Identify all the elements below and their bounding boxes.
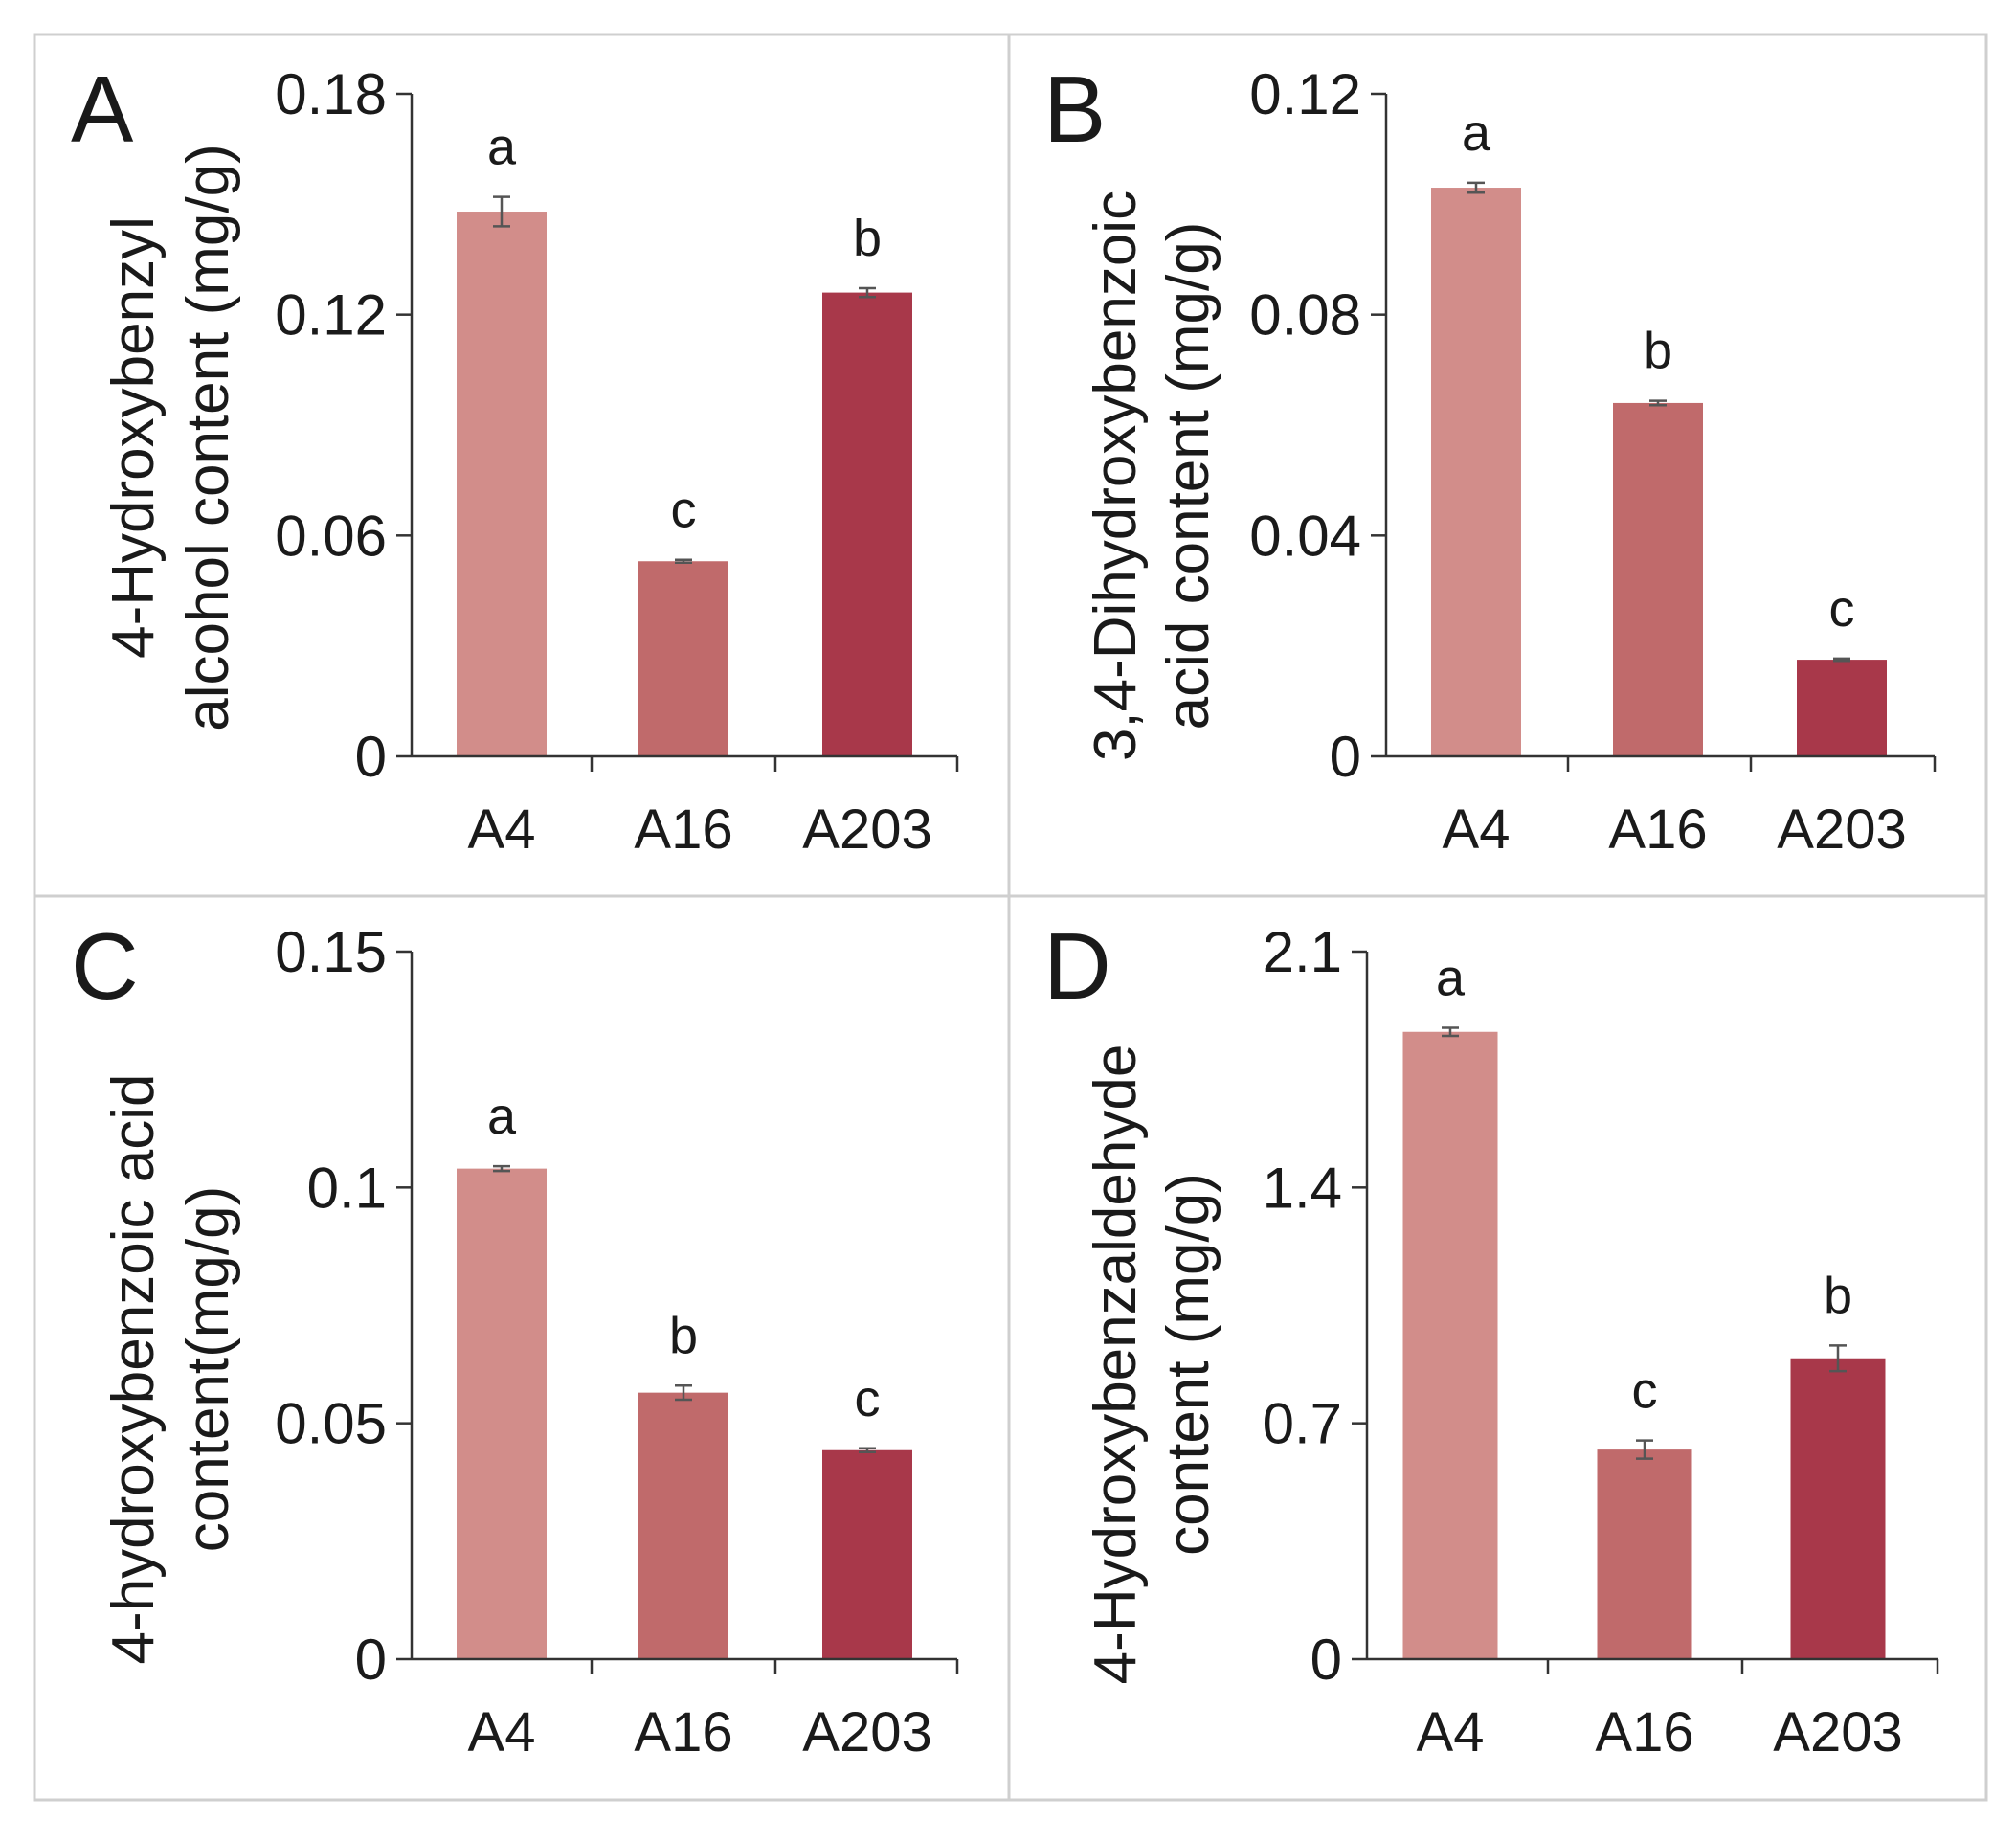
y-tick-label-b-0: 0 — [1330, 725, 1361, 789]
panel-letter-d: D — [1043, 913, 1111, 1019]
panels: A 4-Hydroxybenzyl alcohol content (mg/g) a A… — [71, 56, 1939, 1763]
significance-letter-c-a203: c — [855, 1370, 881, 1427]
error-bar-d-a203 — [1829, 1344, 1847, 1373]
y-tick-label-b-3: 0.12 — [1249, 62, 1361, 126]
significance-letter-d-a16: c — [1632, 1362, 1658, 1420]
significance-letter-b-a16: b — [1644, 323, 1672, 380]
panel-d: D 4-Hydroxybenzaldehyde content (mg/g) a A4 c… — [1043, 913, 1939, 1763]
error-bar-b-a16 — [1649, 399, 1667, 407]
y-tick-label-b-1: 0.04 — [1249, 504, 1361, 568]
error-bar-d-a16 — [1636, 1439, 1653, 1460]
y-tick-label-a-0: 0 — [355, 725, 387, 789]
y-tick-label-d-3: 2.1 — [1263, 920, 1342, 984]
error-bar-a-a203 — [859, 286, 876, 299]
panel-c: C 4-hydroxybenzoic acid content(mg/g) a A4 b A… — [71, 913, 959, 1763]
bar-b-a16 — [1613, 402, 1703, 756]
bar-d-a203 — [1790, 1358, 1886, 1659]
y-tick-label-c-3: 0.15 — [275, 920, 387, 984]
panel-letter-a: A — [71, 56, 134, 162]
error-bar-a-a4 — [493, 195, 510, 228]
y-tick-label-d-0: 0 — [1310, 1628, 1342, 1692]
significance-letter-b-a4: a — [1462, 104, 1491, 162]
y-axis-label-c-line2: content(mg/g) — [175, 1186, 241, 1553]
bar-c-a4 — [457, 1168, 547, 1659]
y-axis-label-a-line1: 4-Hydroxybenzyl — [101, 216, 167, 659]
significance-letter-a-a16: c — [671, 482, 697, 539]
y-axis-label-d-line1: 4-Hydroxybenzaldehyde — [1083, 1045, 1149, 1685]
x-tick-label-d-a203: A203 — [1773, 1701, 1902, 1763]
x-tick-label-b-a16: A16 — [1608, 798, 1707, 861]
y-tick-label-a-2: 0.12 — [275, 283, 387, 348]
y-tick-label-c-0: 0 — [355, 1628, 387, 1692]
error-bar-c-a16 — [675, 1384, 692, 1402]
x-tick-label-a-a16: A16 — [634, 798, 732, 861]
panel-letter-b: B — [1043, 56, 1106, 162]
y-tick-label-a-1: 0.06 — [275, 504, 387, 568]
y-tick-label-c-2: 0.1 — [307, 1156, 387, 1220]
x-tick-label-d-a16: A16 — [1595, 1701, 1693, 1763]
error-bar-d-a4 — [1442, 1026, 1459, 1038]
significance-letter-c-a4: a — [487, 1088, 517, 1145]
y-tick-label-c-1: 0.05 — [275, 1392, 387, 1456]
bar-d-a4 — [1402, 1031, 1498, 1659]
bar-a-a16 — [638, 561, 728, 756]
x-tick-label-a-a203: A203 — [802, 798, 931, 861]
y-tick-label-d-2: 1.4 — [1263, 1156, 1342, 1220]
significance-letter-a-a203: b — [853, 210, 882, 267]
error-bar-a-a16 — [675, 558, 692, 565]
bar-d-a16 — [1597, 1449, 1692, 1659]
x-tick-label-c-a203: A203 — [802, 1701, 931, 1763]
x-tick-label-c-a4: A4 — [468, 1701, 536, 1763]
bar-c-a203 — [822, 1449, 912, 1659]
significance-letter-c-a16: b — [669, 1307, 698, 1364]
y-tick-label-a-3: 0.18 — [275, 62, 387, 126]
y-tick-label-b-2: 0.08 — [1249, 283, 1361, 348]
bar-b-a4 — [1431, 188, 1521, 757]
bar-a-a203 — [822, 292, 912, 756]
bar-a-a4 — [457, 212, 547, 756]
panel-a: A 4-Hydroxybenzyl alcohol content (mg/g) a A… — [71, 56, 959, 861]
x-tick-label-c-a16: A16 — [634, 1701, 732, 1763]
error-bar-c-a203 — [859, 1447, 876, 1453]
bar-b-a203 — [1797, 660, 1887, 756]
x-tick-label-a-a4: A4 — [468, 798, 536, 861]
significance-letter-a-a4: a — [487, 119, 517, 176]
y-tick-label-d-1: 0.7 — [1263, 1392, 1342, 1456]
error-bar-c-a4 — [493, 1164, 510, 1173]
significance-letter-d-a4: a — [1436, 950, 1466, 1007]
x-tick-label-b-a203: A203 — [1777, 798, 1906, 861]
error-bar-b-a4 — [1467, 181, 1485, 194]
significance-letter-d-a203: b — [1824, 1267, 1852, 1324]
y-axis-label-b-line2: acid content (mg/g) — [1155, 222, 1221, 730]
y-axis-label-a-line2: alcohol content (mg/g) — [175, 144, 241, 730]
y-axis-label-c-line1: 4-hydroxybenzoic acid — [101, 1074, 167, 1665]
panel-b: B 3,4-Dihydroxybenzoic acid content (mg/g)… — [1043, 56, 1937, 861]
x-tick-label-d-a4: A4 — [1417, 1701, 1485, 1763]
x-tick-label-b-a4: A4 — [1443, 798, 1511, 861]
panel-letter-c: C — [71, 913, 139, 1019]
bar-c-a16 — [638, 1392, 728, 1659]
error-bar-b-a203 — [1833, 657, 1850, 663]
y-axis-label-b-line1: 3,4-Dihydroxybenzoic — [1083, 191, 1149, 761]
significance-letter-b-a203: c — [1829, 580, 1855, 638]
y-axis-label-d-line2: content (mg/g) — [1155, 1173, 1221, 1556]
